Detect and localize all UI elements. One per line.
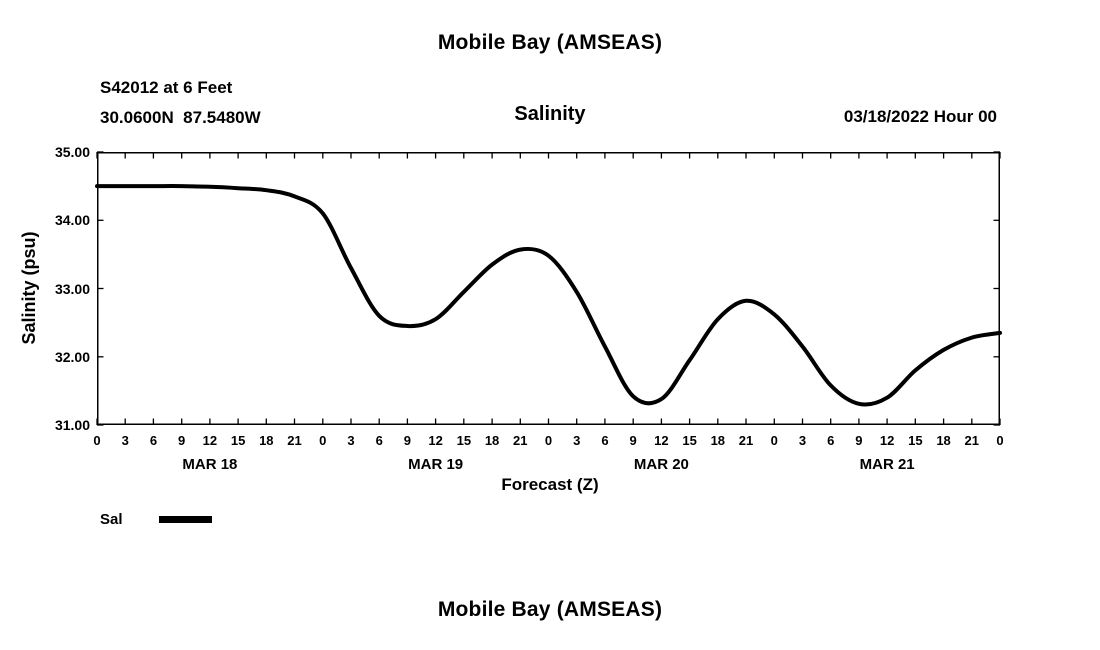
x-axis-tick-label: 21 xyxy=(287,433,302,448)
x-axis-tick-label: 3 xyxy=(573,433,581,448)
salinity-line-chart xyxy=(95,151,1002,426)
y-axis-title: Salinity (psu) xyxy=(19,231,39,345)
x-axis-tick-label: 0 xyxy=(544,433,553,448)
x-axis-tick-label: 3 xyxy=(347,433,355,448)
x-axis-tick-label: 21 xyxy=(513,433,528,448)
x-axis-tick-label: 18 xyxy=(710,433,726,448)
x-axis-tick-label: 15 xyxy=(682,433,697,448)
y-axis-tick-label: 35.00 xyxy=(54,144,90,160)
station-label: S42012 at 6 Feet xyxy=(100,78,233,97)
x-axis-tick-label: 21 xyxy=(738,433,754,448)
x-axis-day-label: MAR 21 xyxy=(859,456,915,473)
x-axis-tick-label: 0 xyxy=(319,433,327,448)
x-axis-title: Forecast (Z) xyxy=(501,475,599,494)
station-coordinates: 30.0600N 87.5480W xyxy=(100,108,261,127)
x-axis-tick-label: 9 xyxy=(629,433,637,448)
x-axis-tick-label: 12 xyxy=(654,433,669,448)
x-axis-tick-label: 0 xyxy=(770,433,778,448)
y-axis-tick-label: 31.00 xyxy=(54,417,90,433)
x-axis-day-labels: MAR 18 MAR 19 MAR 20 MAR 21 xyxy=(97,456,1000,474)
x-axis-tick-label: 21 xyxy=(964,433,980,448)
forecast-datetime: 03/18/2022 Hour 00 xyxy=(843,107,997,126)
x-axis-tick-label: 18 xyxy=(936,433,951,448)
x-axis-tick-label: 15 xyxy=(908,433,923,448)
footer-title: Mobile Bay (AMSEAS) xyxy=(437,598,663,621)
x-axis-tick-label: 18 xyxy=(259,433,274,448)
x-axis-tick-label: 0 xyxy=(996,433,1004,448)
legend-line-swatch xyxy=(159,516,212,523)
x-axis-day-label: MAR 18 xyxy=(182,456,238,473)
x-axis-tick-label: 12 xyxy=(428,433,443,448)
x-axis-tick-label: 6 xyxy=(601,433,609,448)
x-axis-tick-label: 15 xyxy=(230,433,246,448)
x-axis-tick-label: 6 xyxy=(827,433,835,448)
plot-frame xyxy=(97,152,1000,425)
y-axis-tick-label: 34.00 xyxy=(54,212,90,229)
x-axis-day-label: MAR 20 xyxy=(633,456,689,473)
y-axis-tick-label: 33.00 xyxy=(54,280,90,297)
x-axis-tick-label: 12 xyxy=(202,433,218,448)
chart-title: Salinity xyxy=(514,103,586,125)
legend-label: Sal xyxy=(100,511,123,528)
x-axis-tick-label: 3 xyxy=(798,433,807,448)
x-axis-tick-label: 9 xyxy=(855,433,863,448)
x-axis-tick-labels: 0 3 6 9 12 15 18 21 0 3 6 9 12 15 18 21 0 3 6 9 12 15 18 21 0 3 6 9… xyxy=(93,433,1004,449)
x-axis-day-label: MAR 19 xyxy=(408,456,464,473)
x-axis-tick-label: 12 xyxy=(879,433,895,448)
x-axis-tick-label: 9 xyxy=(403,433,412,448)
x-axis-tick-label: 15 xyxy=(456,433,472,448)
x-axis-tick-label: 3 xyxy=(121,433,129,448)
x-axis-tick-label: 9 xyxy=(178,433,186,448)
y-axis-tick-label: 32.00 xyxy=(54,348,90,365)
salinity-series-line xyxy=(95,184,1002,407)
x-axis-tick-label: 0 xyxy=(93,433,101,448)
x-axis-tick-label: 6 xyxy=(375,433,383,448)
x-axis-tick-label: 18 xyxy=(484,433,500,448)
x-axis-tick-label: 6 xyxy=(149,433,158,448)
page-title: Mobile Bay (AMSEAS) xyxy=(437,31,663,54)
